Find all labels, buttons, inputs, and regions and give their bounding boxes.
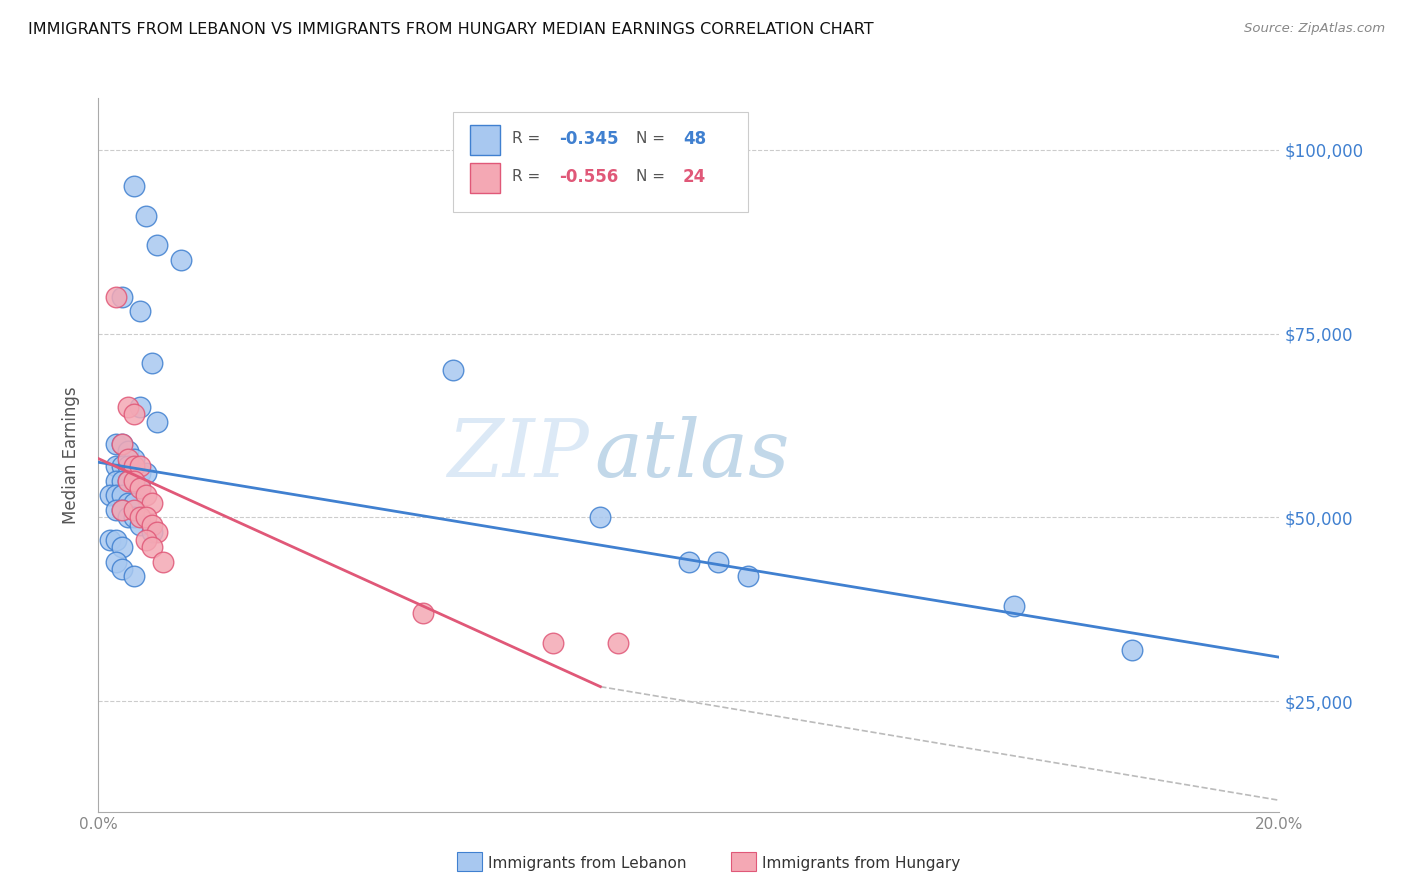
Point [135, 467, 157, 481]
Point [117, 474, 139, 488]
Text: IMMIGRANTS FROM LEBANON VS IMMIGRANTS FROM HUNGARY MEDIAN EARNINGS CORRELATION C: IMMIGRANTS FROM LEBANON VS IMMIGRANTS FR… [28, 22, 873, 37]
Text: N =: N = [636, 169, 669, 184]
Point [141, 525, 163, 540]
Point [117, 474, 139, 488]
Point [105, 488, 128, 502]
Point [122, 569, 145, 583]
Text: Source: ZipAtlas.com: Source: ZipAtlas.com [1244, 22, 1385, 36]
Point [105, 533, 128, 547]
Point [105, 458, 128, 473]
Point [117, 444, 139, 458]
FancyBboxPatch shape [453, 112, 748, 212]
Point [117, 451, 139, 466]
Point [122, 179, 145, 194]
Point [135, 488, 157, 502]
Point [105, 290, 128, 304]
Point [141, 496, 163, 510]
Point [111, 474, 134, 488]
Point [441, 363, 464, 377]
Point [737, 569, 759, 583]
Text: R =: R = [512, 131, 546, 146]
Point [128, 481, 150, 495]
Point [111, 562, 134, 576]
Point [128, 467, 150, 481]
Point [128, 304, 150, 318]
Point [117, 400, 139, 414]
Point [111, 503, 134, 517]
Point [105, 437, 128, 451]
Point [122, 474, 145, 488]
Point [117, 458, 139, 473]
Point [135, 510, 157, 524]
Point [146, 415, 169, 429]
Point [146, 238, 169, 252]
Point [111, 503, 134, 517]
Point [122, 503, 145, 517]
Point [589, 510, 612, 524]
Point [128, 517, 150, 532]
Point [146, 525, 169, 540]
Text: -0.556: -0.556 [560, 168, 619, 186]
Point [141, 356, 163, 370]
Point [111, 437, 134, 451]
Text: -0.345: -0.345 [560, 130, 619, 148]
Point [152, 555, 174, 569]
Point [111, 488, 134, 502]
Point [122, 458, 145, 473]
Point [122, 510, 145, 524]
Point [135, 533, 157, 547]
Point [678, 555, 700, 569]
Text: 48: 48 [683, 130, 706, 148]
Point [1002, 599, 1025, 613]
Point [111, 458, 134, 473]
Text: Immigrants from Hungary: Immigrants from Hungary [762, 856, 960, 871]
FancyBboxPatch shape [471, 125, 501, 155]
Point [98, 533, 121, 547]
Point [117, 496, 139, 510]
Y-axis label: Median Earnings: Median Earnings [62, 386, 80, 524]
Point [141, 540, 163, 554]
Point [607, 635, 630, 649]
Text: ZIP: ZIP [447, 417, 589, 493]
FancyBboxPatch shape [471, 163, 501, 193]
Point [105, 474, 128, 488]
Point [105, 503, 128, 517]
Text: atlas: atlas [595, 417, 790, 493]
Point [122, 408, 145, 422]
Point [105, 555, 128, 569]
Point [1121, 643, 1143, 657]
Point [122, 481, 145, 495]
Text: Immigrants from Lebanon: Immigrants from Lebanon [488, 856, 686, 871]
Point [541, 635, 564, 649]
Point [141, 517, 163, 532]
Point [111, 540, 134, 554]
Point [128, 481, 150, 495]
Point [98, 488, 121, 502]
Point [128, 510, 150, 524]
Point [111, 437, 134, 451]
Point [135, 209, 157, 223]
Point [128, 458, 150, 473]
Text: R =: R = [512, 169, 546, 184]
Point [117, 510, 139, 524]
Point [122, 451, 145, 466]
Point [122, 467, 145, 481]
Text: N =: N = [636, 131, 669, 146]
Point [122, 496, 145, 510]
Point [128, 400, 150, 414]
Point [707, 555, 730, 569]
Point [412, 606, 434, 620]
Text: 24: 24 [683, 168, 706, 186]
Point [111, 290, 134, 304]
Point [170, 252, 193, 267]
